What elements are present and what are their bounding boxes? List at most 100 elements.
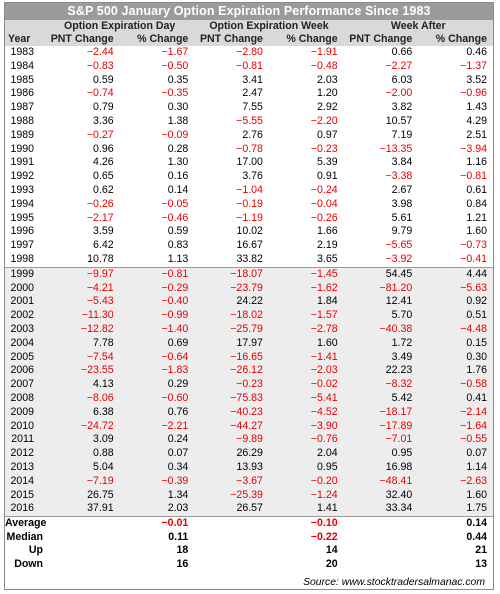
- value-cell: −0.26: [86, 197, 114, 210]
- value-cell: 3.36: [93, 114, 114, 127]
- value-cell: 10.02: [236, 225, 263, 238]
- value-cell: −7.54: [45, 350, 120, 365]
- value-cell: 2.92: [316, 101, 338, 114]
- value-cell: 16.67: [236, 239, 263, 252]
- value-cell: 5.61: [391, 211, 413, 224]
- value-cell: −24.72: [45, 419, 120, 434]
- value-cell: −48.41: [343, 474, 419, 489]
- year-cell: 1996: [10, 225, 35, 238]
- table-row: 2013 5.04 0.34 13.93 0.95 16.98 1.14: [5, 460, 493, 475]
- value-cell: 0.95: [343, 447, 419, 461]
- value-cell: 0.88: [45, 447, 120, 461]
- table-row: 1984 −0.83 −0.50 −0.81 −0.48 −2.27 −1.37: [5, 60, 493, 74]
- value-cell: 33.34: [343, 502, 419, 517]
- value-cell: 13.93: [194, 460, 269, 475]
- value-cell: 1.34: [119, 488, 195, 503]
- value-cell: −0.05: [161, 197, 189, 210]
- value-cell: −0.26: [310, 211, 338, 224]
- table-body: 1983 −2.44 −1.67 −2.80 −1.91 0.66 0.46 1984 −0.8…: [5, 46, 493, 517]
- group-header-week-after: Week After: [343, 20, 493, 33]
- value-cell: 5.39: [316, 156, 338, 169]
- value-cell: −9.97: [45, 266, 120, 282]
- summary-blank: [45, 544, 120, 558]
- summary-blank: [194, 558, 269, 572]
- value-cell: −18.07: [194, 266, 269, 282]
- value-cell: 0.07: [119, 447, 195, 461]
- value-cell: −13.35: [379, 142, 413, 155]
- value-cell: 1.30: [167, 156, 189, 169]
- table-row: 1986 −0.74 −0.35 2.47 1.20 −2.00 −0.96: [5, 87, 493, 101]
- year-cell: 1998: [10, 252, 35, 265]
- value-cell: −3.38: [385, 170, 413, 183]
- value-cell: 9.79: [391, 225, 413, 238]
- value-cell: −5.55: [236, 114, 263, 127]
- value-cell: −0.48: [310, 59, 338, 72]
- table-row: 2000 −4.21 −0.29 −23.79 −1.62 −81.20 −5.63: [5, 281, 493, 296]
- value-cell: 1.38: [167, 114, 189, 127]
- value-cell: −0.74: [86, 87, 114, 100]
- table-row: 2010 −24.72 −2.21 −44.27 −3.90 −17.89 −1.64: [5, 419, 493, 434]
- value-cell: −0.27: [86, 128, 114, 141]
- value-cell: 5.04: [45, 460, 120, 475]
- table-row: 2006 −23.55 −1.83 −26.12 −2.03 22.23 1.76: [5, 364, 493, 379]
- value-cell: −8.32: [343, 378, 419, 392]
- summary-blank: [343, 516, 419, 531]
- value-cell: 1.60: [418, 488, 493, 503]
- year-cell: 2004: [5, 336, 46, 351]
- value-cell: 4.26: [93, 156, 114, 169]
- value-cell: −2.44: [86, 46, 114, 58]
- value-cell: 1.43: [466, 101, 487, 114]
- table-row: 1995 −2.17 −0.46 −1.19 −0.26 5.61 1.21: [5, 212, 493, 226]
- value-cell: 3.76: [242, 170, 263, 183]
- table-row: 1994 −0.26 −0.05 −0.19 −0.04 3.98 0.84: [5, 198, 493, 212]
- value-cell: −0.50: [161, 59, 189, 72]
- table-row: 2011 3.09 0.24 −9.89 −0.76 −7.01 −0.55: [5, 433, 493, 448]
- value-cell: 1.76: [418, 364, 493, 379]
- summary-value: 18: [176, 544, 189, 557]
- value-cell: 0.83: [167, 239, 189, 252]
- table-row: 1990 0.96 0.28 −0.78 −0.23 −13.35 −3.94: [5, 143, 493, 157]
- value-cell: −3.90: [268, 419, 344, 434]
- summary-value: −0.22: [310, 530, 338, 543]
- value-cell: −0.29: [119, 281, 195, 296]
- value-cell: −0.20: [268, 474, 344, 489]
- value-cell: 1.41: [268, 502, 344, 517]
- year-cell: 2015: [5, 488, 46, 503]
- value-cell: −0.99: [119, 309, 195, 323]
- summary-value: −0.10: [268, 516, 344, 531]
- value-cell: −2.20: [310, 114, 338, 127]
- year-cell: 2007: [5, 378, 46, 392]
- value-cell: 0.79: [93, 101, 114, 114]
- column-header-after-pct: % Change: [418, 33, 493, 46]
- value-cell: 0.91: [316, 170, 338, 183]
- value-cell: 5.42: [343, 391, 419, 406]
- value-cell: −7.01: [343, 433, 419, 448]
- summary-value: 0.14: [418, 516, 493, 531]
- group-header-expiration-day: Option Expiration Day: [45, 20, 195, 33]
- value-cell: −0.76: [268, 433, 344, 448]
- value-cell: −0.24: [310, 183, 338, 196]
- value-cell: −0.81: [236, 59, 263, 72]
- summary-blank: [194, 531, 269, 545]
- value-cell: 17.00: [236, 156, 263, 169]
- value-cell: −23.79: [194, 281, 269, 296]
- value-cell: −1.45: [268, 266, 344, 282]
- value-cell: 12.41: [343, 295, 419, 310]
- value-cell: −3.67: [194, 474, 269, 489]
- year-cell: 1991: [10, 156, 35, 169]
- year-cell: 1995: [10, 211, 35, 224]
- value-cell: −0.73: [460, 239, 487, 252]
- table-row: 1993 0.62 0.14 −1.04 −0.24 2.67 0.61: [5, 184, 493, 198]
- value-cell: 10.57: [385, 114, 413, 127]
- year-cell: 2009: [5, 405, 46, 420]
- value-cell: 6.42: [93, 239, 114, 252]
- value-cell: −25.39: [194, 488, 269, 503]
- summary-row: Down 16 20 13: [5, 558, 493, 572]
- value-cell: −1.67: [161, 46, 189, 58]
- year-cell: 2016: [5, 502, 46, 517]
- group-header-expiration-week: Option Expiration Week: [194, 20, 344, 33]
- value-cell: −0.23: [310, 142, 338, 155]
- summary-blank: [194, 544, 269, 558]
- summary-row: Average −0.01 −0.10 0.14: [5, 516, 493, 531]
- year-cell: 2005: [5, 350, 46, 365]
